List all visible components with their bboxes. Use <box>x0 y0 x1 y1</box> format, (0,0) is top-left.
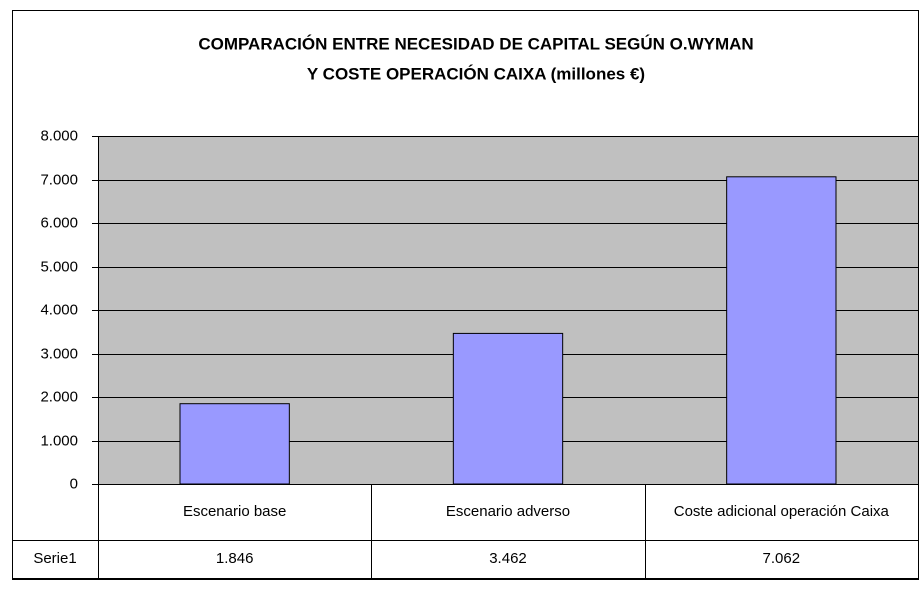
y-tick-label: 1.000 <box>40 432 78 449</box>
y-tick-label: 7.000 <box>40 171 78 188</box>
chart-title: COMPARACIÓN ENTRE NECESIDAD DE CAPITAL S… <box>198 34 753 53</box>
y-tick-label: 6.000 <box>40 214 78 231</box>
table-cell: 1.846 <box>215 550 254 567</box>
bar <box>179 403 290 485</box>
y-tick-label: 3.000 <box>40 345 78 362</box>
table-cell-text: 7.062 <box>762 550 801 567</box>
table-cell-text: Escenario base <box>182 503 287 520</box>
table-cell-text: 3.462 <box>489 550 527 567</box>
table-cell-text: 1.846 <box>215 550 254 567</box>
table-cell: Coste adicional operación Caixa <box>673 503 889 520</box>
table-cell: Escenario adverso <box>445 503 571 520</box>
y-tick-label: 2.000 <box>40 388 78 405</box>
bar <box>452 332 564 485</box>
chart-title: Y COSTE OPERACIÓN CAIXA (millones €) <box>307 64 645 83</box>
bar <box>726 176 837 485</box>
y-tick-label: 0 <box>70 475 78 492</box>
table-cell: 7.062 <box>762 550 801 567</box>
table-cell-text: Serie1 <box>33 550 77 567</box>
table-cell: Serie1 <box>33 550 77 567</box>
y-tick-label: 5.000 <box>40 258 78 275</box>
y-tick-label: 4.000 <box>40 301 78 318</box>
table-cell: Escenario base <box>182 503 287 520</box>
y-tick-label: 8.000 <box>40 127 78 144</box>
table-cell-text: Escenario adverso <box>445 503 571 520</box>
table-cell: 3.462 <box>489 550 527 567</box>
table-cell-text: Coste adicional operación Caixa <box>673 503 889 520</box>
